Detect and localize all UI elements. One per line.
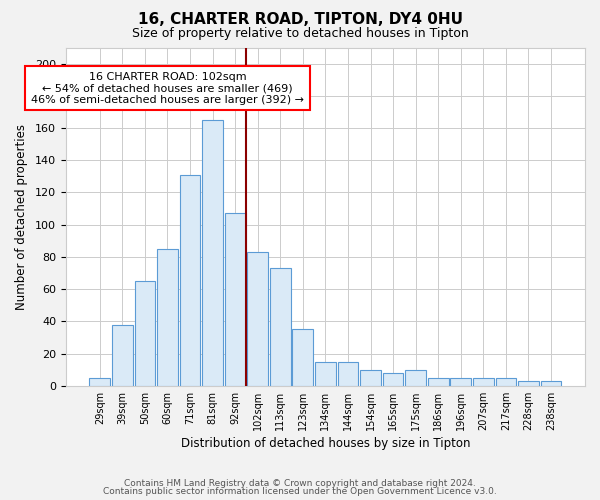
Bar (315, 362, 336, 386)
X-axis label: Distribution of detached houses by size in Tipton: Distribution of detached houses by size … (181, 437, 470, 450)
Bar (247, 252, 268, 386)
Bar (179, 175, 200, 386)
Bar (405, 370, 426, 386)
Bar (89, 378, 110, 386)
Bar (112, 324, 133, 386)
Bar (292, 330, 313, 386)
Bar (134, 281, 155, 386)
Text: 16 CHARTER ROAD: 102sqm
← 54% of detached houses are smaller (469)
46% of semi-d: 16 CHARTER ROAD: 102sqm ← 54% of detache… (31, 72, 304, 105)
Bar (157, 249, 178, 386)
Text: Contains HM Land Registry data © Crown copyright and database right 2024.: Contains HM Land Registry data © Crown c… (124, 478, 476, 488)
Text: 16, CHARTER ROAD, TIPTON, DY4 0HU: 16, CHARTER ROAD, TIPTON, DY4 0HU (137, 12, 463, 28)
Bar (270, 268, 290, 386)
Bar (383, 373, 403, 386)
Text: Size of property relative to detached houses in Tipton: Size of property relative to detached ho… (131, 28, 469, 40)
Bar (428, 378, 449, 386)
Bar (496, 378, 516, 386)
Bar (202, 120, 223, 386)
Bar (451, 378, 471, 386)
Text: Contains public sector information licensed under the Open Government Licence v3: Contains public sector information licen… (103, 487, 497, 496)
Bar (518, 381, 539, 386)
Y-axis label: Number of detached properties: Number of detached properties (15, 124, 28, 310)
Bar (541, 381, 562, 386)
Bar (473, 378, 494, 386)
Bar (338, 362, 358, 386)
Bar (225, 214, 245, 386)
Bar (360, 370, 381, 386)
